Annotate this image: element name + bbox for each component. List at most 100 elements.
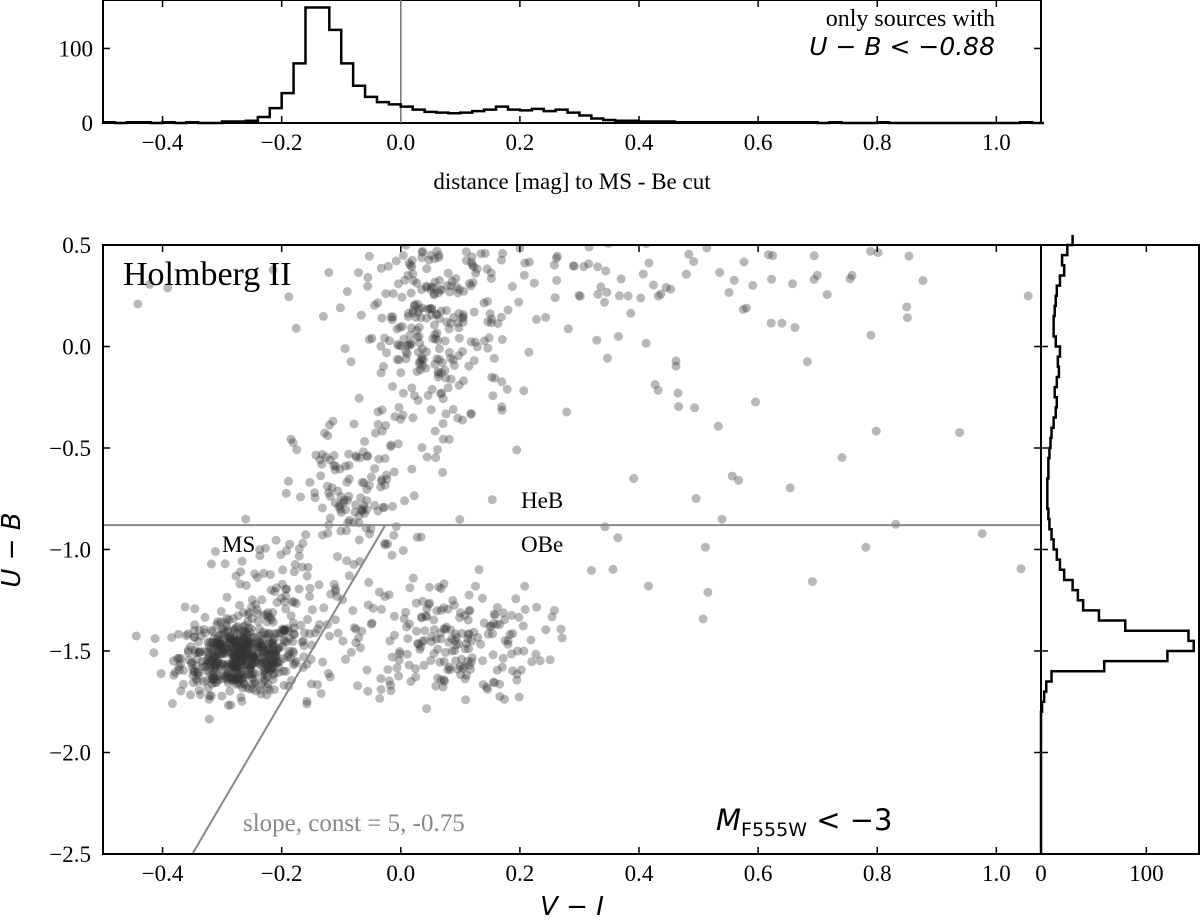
scatter-point (314, 580, 324, 590)
scatter-point (353, 681, 363, 691)
main-y-tick-label: −0.5 (49, 436, 91, 461)
scatter-point (396, 414, 406, 424)
scatter-point (713, 421, 723, 431)
scatter-point (217, 674, 227, 684)
scatter-point (290, 658, 300, 668)
scatter-point (280, 625, 290, 635)
scatter-point (213, 643, 223, 653)
scatter-point (367, 333, 377, 343)
scatter-point (416, 642, 426, 652)
scatter-point (433, 335, 443, 345)
scatter-point (240, 627, 250, 637)
main-y-ticks: −2.5 −2.0 −1.5 −1.0 −0.5 0.0 0.5 (49, 233, 1041, 867)
scatter-point (802, 357, 812, 367)
scatter-point (246, 663, 256, 673)
scatter-point (290, 629, 300, 639)
scatter-point (434, 369, 444, 379)
scatter-point (231, 666, 241, 676)
scatter-point (457, 654, 467, 664)
scatter-point (434, 355, 444, 365)
scatter-point (450, 629, 460, 639)
scatter-point (163, 283, 173, 293)
scatter-point (416, 612, 426, 622)
scatter-point (280, 637, 290, 646)
scatter-point (461, 639, 471, 648)
scatter-point (263, 650, 273, 660)
scatter-point (532, 314, 541, 324)
scatter-point (488, 629, 497, 639)
scatter-point (228, 663, 238, 672)
scatter-point (378, 503, 388, 512)
scatter-point (344, 449, 354, 459)
scatter-point (579, 262, 589, 272)
scatter-point (232, 661, 242, 671)
scatter-point (225, 673, 234, 683)
scatter-point (286, 611, 296, 621)
scatter-point (211, 547, 220, 556)
scatter-point (421, 347, 431, 357)
scatter-point (382, 474, 392, 484)
scatter-point (485, 309, 495, 319)
scatter-point (636, 293, 646, 303)
scatter-point (264, 628, 274, 638)
scatter-point (262, 664, 272, 674)
scatter-point (380, 538, 390, 548)
scatter-point (176, 686, 186, 696)
scatter-point (174, 653, 184, 663)
scatter-point (452, 632, 462, 642)
scatter-point (218, 659, 228, 669)
scatter-point (464, 644, 474, 654)
scatter-point (417, 361, 427, 370)
scatter-point (234, 673, 244, 683)
scatter-point (247, 602, 256, 612)
scatter-point (149, 648, 159, 658)
scatter-point (251, 686, 260, 696)
scatter-point (241, 629, 251, 638)
scatter-point (644, 258, 654, 268)
scatter-point (222, 637, 232, 647)
scatter-point (376, 263, 386, 273)
scatter-point (364, 480, 374, 490)
scatter-point (313, 680, 322, 690)
scatter-point (415, 338, 425, 348)
scatter-point (254, 653, 264, 663)
scatter-point (254, 640, 264, 650)
scatter-point (398, 251, 408, 260)
scatter-point (408, 308, 418, 318)
scatter-point (507, 610, 517, 620)
scatter-point (241, 647, 251, 657)
scatter-point (768, 251, 778, 261)
scatter-point (298, 538, 308, 548)
scatter-point (230, 662, 240, 671)
scatter-point (281, 584, 291, 594)
scatter-point (197, 656, 207, 666)
ms-be-cut-line (191, 524, 387, 854)
scatter-point (169, 670, 179, 680)
scatter-point (264, 649, 274, 659)
scatter-point (474, 565, 484, 575)
scatter-point (519, 386, 529, 396)
top-hist-steps (103, 6, 1044, 125)
scatter-point (267, 663, 277, 673)
scatter-point (202, 675, 212, 685)
scatter-point (356, 493, 366, 503)
scatter-point (296, 620, 306, 630)
scatter-point (413, 639, 423, 649)
scatter-point (282, 546, 291, 556)
scatter-point (245, 661, 255, 671)
scatter-point (243, 616, 253, 626)
scatter-point (233, 611, 243, 621)
scatter-point (133, 299, 143, 309)
scatter-point (450, 636, 460, 646)
scatter-point (408, 305, 418, 315)
scatter-point (277, 624, 287, 634)
scatter-point (215, 640, 225, 650)
scatter-point (187, 659, 196, 669)
scatter-point (453, 318, 463, 328)
scatter-point (430, 277, 440, 287)
scatter-point (229, 633, 239, 643)
scatter-point (242, 631, 252, 641)
scatter-point (335, 500, 345, 510)
scatter-point (433, 372, 443, 382)
scatter-point (788, 279, 797, 289)
